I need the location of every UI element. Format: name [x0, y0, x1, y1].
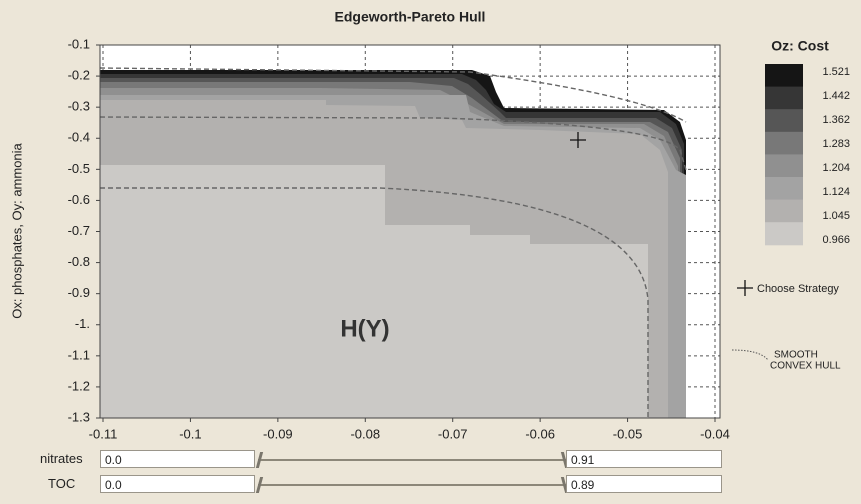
- legend-swatch: [765, 199, 803, 223]
- slider-track[interactable]: [258, 484, 566, 486]
- x-tick-label: -0.06: [525, 426, 555, 440]
- x-tick-label: -0.09: [263, 426, 293, 440]
- y-tick-label: -0.8: [68, 254, 90, 269]
- y-tick-label: -1.1: [68, 347, 90, 362]
- y-tick-label: -1.3: [68, 409, 90, 424]
- min-input[interactable]: 0.0: [100, 450, 255, 468]
- hull-curves: [99, 67, 687, 418]
- y-tick-label: -1.2: [68, 378, 90, 393]
- x-tick-label: -0.05: [613, 426, 643, 440]
- regions: [100, 70, 686, 418]
- hull-annotation: H(Y): [340, 315, 389, 342]
- y-tick-label: -0.4: [68, 130, 90, 145]
- y-tick-label: -0.5: [68, 161, 90, 176]
- y-tick-label: -0.3: [68, 99, 90, 114]
- legend-label: 1.521: [822, 66, 850, 78]
- legend-label: 1.442: [822, 90, 850, 102]
- y-tick-label: -0.6: [68, 192, 90, 207]
- strategy-cross: [570, 132, 586, 148]
- legend-label: 1.283: [822, 138, 850, 150]
- min-input[interactable]: 0.0: [100, 475, 255, 493]
- y-tick-label: -1.: [75, 316, 90, 331]
- y-tick-label: -0.9: [68, 285, 90, 300]
- chart: Edgeworth-Pareto Hull Ox: phosphates, Oy…: [9, 9, 850, 440]
- legend-hull: [731, 349, 769, 361]
- legend-label: 0.966: [822, 234, 850, 246]
- legend-swatch: [765, 86, 803, 110]
- x-tick-label: -0.08: [350, 426, 380, 440]
- marker-label: Choose Strategy: [757, 283, 839, 295]
- chart-title: Edgeworth-Pareto Hull: [335, 9, 486, 25]
- legend-label: 1.362: [822, 114, 850, 126]
- legend-label: 1.204: [822, 162, 850, 174]
- legend-swatch: [765, 154, 803, 178]
- slider-track[interactable]: [258, 459, 566, 461]
- x-tick-label: -0.07: [438, 426, 468, 440]
- max-input[interactable]: 0.89: [566, 475, 722, 493]
- control-label: TOC: [48, 476, 76, 491]
- max-input[interactable]: 0.91: [566, 450, 722, 468]
- hull-label: CONVEX HULL: [770, 361, 841, 372]
- legend-swatch: [765, 109, 803, 133]
- region: [100, 165, 648, 418]
- hull-label: SMOOTH: [774, 350, 818, 361]
- legend-cross: [737, 280, 753, 296]
- legend-swatch: [765, 177, 803, 201]
- legend-swatch: [765, 64, 803, 88]
- y-tick-label: -0.2: [68, 68, 90, 83]
- legend-label: 1.045: [822, 210, 850, 222]
- y-tick-label: -0.1: [68, 36, 90, 51]
- control-label: nitrates: [40, 451, 83, 466]
- legend-swatch: [765, 222, 803, 246]
- legend-title: Oz: Cost: [771, 38, 829, 54]
- x-tick-label: -0.04: [700, 426, 730, 440]
- y-axis-label: Ox: phosphates, Oy: ammonia: [9, 142, 24, 318]
- hull-curve: [99, 116, 687, 171]
- hull-curve: [99, 67, 687, 123]
- legend-swatch: [765, 131, 803, 155]
- y-tick-label: -0.7: [68, 223, 90, 238]
- legend-label: 1.124: [822, 186, 850, 198]
- x-tick-label: -0.11: [89, 426, 118, 440]
- hull-curve: [100, 187, 649, 418]
- x-tick-label: -0.1: [179, 426, 201, 440]
